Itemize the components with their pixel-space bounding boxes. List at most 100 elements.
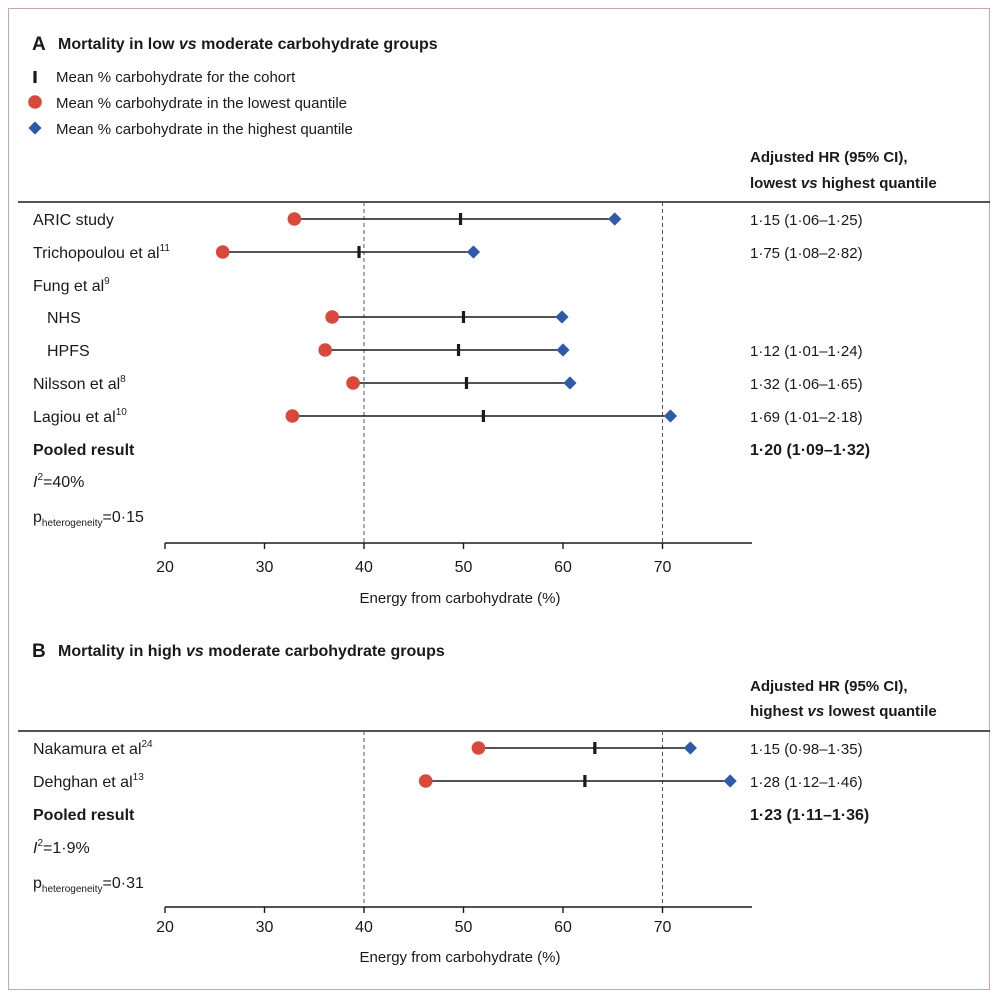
panel-a-title-vs: vs [179, 36, 197, 53]
panel-a-highest-quantile-mark-nhs [555, 310, 569, 324]
panel-a-cohort-mean-mark-aric-study [458, 213, 463, 225]
panel-a-p-heterogeneity-value: =0·15 [103, 509, 144, 526]
panel-b-x-tick-label-50: 50 [455, 919, 473, 936]
panel-a-p-heterogeneity-sub: heterogeneity [42, 518, 103, 529]
panel-b-p-heterogeneity-value: =0·31 [103, 875, 144, 892]
panel-b-x-tick-label-40: 40 [355, 919, 373, 936]
panel-b-cohort-mean-mark-nakamura-et-al [593, 742, 597, 754]
panel-b-title-part2: moderate carbohydrate groups [204, 643, 445, 660]
panel-a-hr-value-lagiou-et-al: 1·69 (1·01–2·18) [750, 409, 863, 426]
panel-a-lowest-quantile-mark-trichopoulou-et-al [215, 245, 230, 259]
panel-b-title-part1: Mortality in high [58, 643, 186, 660]
panel-b-row-label-dehghan-et-al: Dehghan et al13 [33, 772, 144, 791]
panel-a-p-heterogeneity-p: p [33, 509, 42, 526]
panel-a-highest-quantile-mark-nilsson-et-al [563, 376, 577, 390]
panel-b-x-tick-label-70: 70 [654, 919, 672, 936]
panel-b-x-tick-label-30: 30 [256, 919, 274, 936]
panel-b-highest-quantile-mark-nakamura-et-al [683, 741, 697, 755]
panel-a-hr-header-line2: lowest vs highest quantile [750, 175, 937, 192]
panel-a-i-squared-i: I [33, 474, 38, 491]
legend-highest-quantile-label: Mean % carbohydrate in the highest quant… [56, 121, 353, 138]
panel-b-lowest-quantile-mark-nakamura-et-al [471, 741, 486, 755]
panel-a-cohort-mean-mark-nilsson-et-al [464, 377, 469, 389]
panel-a-hr-value-nilsson-et-al: 1·32 (1·06–1·65) [750, 376, 863, 393]
panel-a-pooled-hr: 1·20 (1·09–1·32) [750, 442, 870, 459]
panel-a-row-label-text-lagiou-et-al: Lagiou et al [33, 409, 116, 426]
panel-b-pooled-label: Pooled result [33, 807, 135, 824]
panel-b-row-ref-dehghan-et-al: 13 [133, 772, 145, 783]
panel-b-row-label-text-dehghan-et-al: Dehghan et al [33, 774, 133, 791]
panel-a-row-ref-fung-et-al: 9 [104, 276, 110, 287]
panel-a-row-label-text-aric-study: ARIC study [33, 212, 114, 229]
panel-b-i-squared-value: =1·9% [43, 840, 90, 857]
panel-a-hr-value-aric-study: 1·15 (1·06–1·25) [750, 212, 863, 229]
panel-a-x-tick-label-20: 20 [156, 559, 174, 576]
panel-b-row-ref-nakamura-et-al: 24 [142, 739, 154, 750]
panel-b-p-heterogeneity-sub: heterogeneity [42, 884, 103, 895]
panel-a-row-label-hpfs: HPFS [47, 343, 90, 360]
panel-b-x-tick-label-20: 20 [156, 919, 174, 936]
panel-b-hr-header-line1: Adjusted HR (95% CI), [750, 678, 908, 695]
panel-b-hr-header-line2-b: lowest quantile [824, 703, 937, 720]
panel-a-row-label-text-hpfs: HPFS [47, 343, 90, 360]
panel-b-pooled-hr: 1·23 (1·11–1·36) [750, 807, 869, 824]
panel-a-x-axis-label: Energy from carbohydrate (%) [360, 590, 561, 607]
panel-b-i-squared: I2=1·9% [33, 838, 90, 857]
panel-a-lowest-quantile-mark-nilsson-et-al [346, 376, 360, 390]
panel-a-lowest-quantile-mark-nhs [325, 310, 339, 324]
panel-a-lowest-quantile-mark-hpfs [318, 343, 332, 357]
panel-a-title-part1: Mortality in low [58, 36, 179, 53]
panel-a-x-tick-label-70: 70 [654, 559, 672, 576]
panel-b-highest-quantile-mark-dehghan-et-al [723, 774, 737, 788]
panel-a-hr-header-line2-b: highest quantile [818, 175, 937, 192]
panel-a-highest-quantile-mark-hpfs [556, 343, 570, 357]
panel-a-x-tick-label-40: 40 [355, 559, 373, 576]
legend-lowest-quantile-marker [28, 95, 42, 109]
legend-cohort-mean-marker [33, 71, 37, 83]
panel-a-lowest-quantile-mark-aric-study [287, 212, 302, 226]
panel-a-x-tick-label-50: 50 [455, 559, 473, 576]
panel-b-title-vs: vs [186, 643, 204, 660]
panel-a-hr-header-line2-a: lowest [750, 175, 801, 192]
panel-a-cohort-mean-mark-trichopoulou-et-al [357, 246, 361, 258]
panel-a-row-label-nhs: NHS [47, 310, 81, 327]
panel-a-x-tick-label-30: 30 [256, 559, 274, 576]
panel-b-letter: B [32, 641, 46, 662]
panel-a-cohort-mean-mark-nhs [461, 311, 466, 323]
panel-a-row-label-text-fung-et-al: Fung et al [33, 278, 104, 295]
panel-a-row-ref-lagiou-et-al: 10 [116, 407, 128, 418]
panel-a-cohort-mean-mark-hpfs [456, 344, 461, 356]
panel-a-row-label-aric-study: ARIC study [33, 212, 114, 229]
panel-a-letter: A [32, 34, 46, 55]
panel-a-title-part2: moderate carbohydrate groups [197, 36, 438, 53]
legend-highest-quantile-marker [28, 121, 42, 135]
panel-a-row-label-lagiou-et-al: Lagiou et al10 [33, 407, 127, 426]
panel-a-i-squared: I2=40% [33, 472, 84, 491]
panel-a-cohort-mean-mark-lagiou-et-al [481, 410, 485, 422]
panel-a-pooled-label: Pooled result [33, 442, 135, 459]
panel-b-i-squared-i: I [33, 840, 38, 857]
panel-b-title: Mortality in high vs moderate carbohydra… [58, 643, 445, 660]
panel-a-i-squared-value: =40% [43, 474, 84, 491]
panel-b-x-tick-label-60: 60 [554, 919, 572, 936]
panel-a-row-label-nilsson-et-al: Nilsson et al8 [33, 374, 126, 393]
panel-b-hr-header-line2: highest vs lowest quantile [750, 703, 937, 720]
panel-b-hr-value-dehghan-et-al: 1·28 (1·12–1·46) [750, 774, 863, 791]
panel-b-hr-header-line2-a: highest [750, 703, 808, 720]
panel-a-row-label-trichopoulou-et-al: Trichopoulou et al11 [33, 243, 170, 262]
panel-b-i-squared-sup: 2 [37, 838, 43, 849]
panel-a-highest-quantile-mark-lagiou-et-al [663, 409, 678, 423]
panel-a-x-tick-label-60: 60 [554, 559, 572, 576]
panel-a-i-squared-sup: 2 [37, 472, 43, 483]
legend-cohort-mean-label: Mean % carbohydrate for the cohort [56, 69, 296, 86]
panel-b-p-heterogeneity: pheterogeneity=0·31 [33, 875, 144, 895]
panel-b-p-heterogeneity-p: p [33, 875, 42, 892]
panel-b-row-label-nakamura-et-al: Nakamura et al24 [33, 739, 153, 758]
panel-a-hr-value-hpfs: 1·12 (1·01–1·24) [750, 343, 863, 360]
panel-a-hr-header-line1: Adjusted HR (95% CI), [750, 149, 908, 166]
panel-a-row-label-text-nhs: NHS [47, 310, 81, 327]
panel-a-row-label-fung-et-al: Fung et al9 [33, 276, 110, 295]
panel-b-cohort-mean-mark-dehghan-et-al [583, 775, 587, 787]
panel-a-p-heterogeneity: pheterogeneity=0·15 [33, 509, 144, 529]
